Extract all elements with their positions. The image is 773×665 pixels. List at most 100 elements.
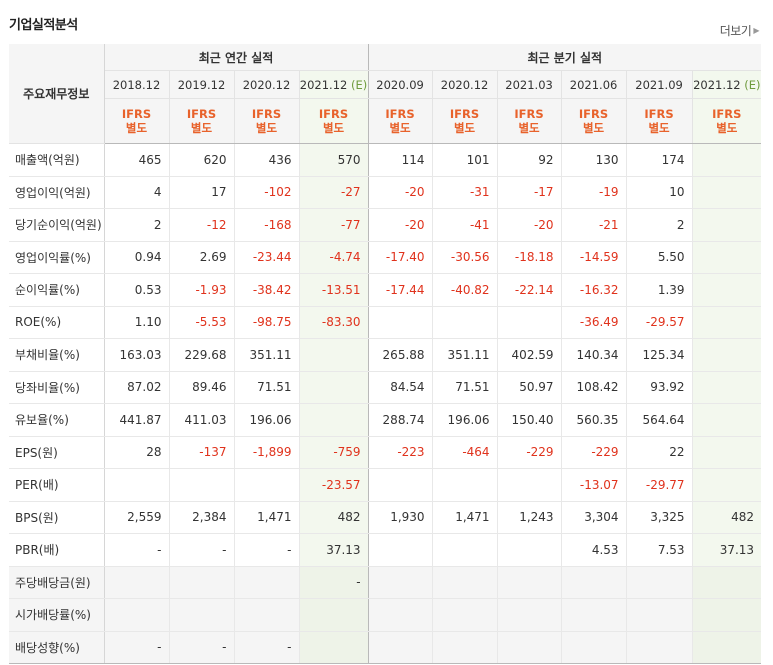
table-cell: 84.54 [367, 371, 433, 404]
table-cell: -14.59 [560, 240, 627, 274]
quarterly-group-header: 최근 분기 실적 [367, 44, 762, 71]
period-header: 2018.12 [103, 70, 169, 99]
table-cell: 5.50 [625, 240, 693, 274]
table-cell: 37.13 [691, 533, 762, 567]
table-row: 유보율(%) 441.87 411.03 196.06 288.74 196.06 150.… [9, 403, 762, 437]
table-cell: 10 [625, 176, 693, 209]
separate-label: 별도 [255, 121, 278, 135]
table-row: PBR(배) - - -37.13 4.53 7.53 37.13 [9, 533, 762, 567]
table-cell [298, 403, 369, 437]
ifrs-label: IFRS [186, 107, 217, 121]
table-cell: -17 [496, 176, 562, 209]
more-link[interactable]: 더보기 ▶ [719, 22, 760, 39]
table-cell [691, 565, 762, 599]
period-label: 2021.06 [569, 77, 618, 92]
table-cell: 0.94 [103, 240, 169, 274]
row-label: EPS(원) [9, 435, 105, 469]
row-label: 유보율(%) [9, 403, 105, 437]
table-cell: 50.97 [496, 371, 562, 404]
table-cell: 265.88 [367, 338, 433, 372]
ifrs-badge: IFRS 별도 [233, 98, 299, 144]
period-header-row: 2018.12 2019.12 2020.12 2021.12 (E) 2020.09 2… [9, 70, 762, 99]
table-cell: 441.87 [103, 403, 169, 437]
period-label: 2021.03 [505, 77, 553, 92]
table-cell: -21 [560, 208, 627, 242]
separate-label: 별도 [389, 121, 411, 135]
table-cell [625, 598, 693, 632]
table-cell: -20 [367, 176, 433, 209]
table-cell: 564.64 [625, 403, 693, 437]
table-cell [431, 598, 498, 632]
table-cell: 1.39 [625, 273, 693, 307]
table-row: 시가배당률(%) [9, 598, 762, 632]
table-cell: -30.56 [431, 240, 498, 274]
table-cell [233, 468, 299, 502]
table-cell: - [103, 533, 169, 567]
table-cell: - [168, 631, 234, 664]
section-title: 기업실적분석 [9, 18, 78, 33]
separate-label: 별도 [582, 121, 605, 135]
table-cell: -41 [431, 208, 498, 242]
period-label: 2020.12 [242, 77, 291, 92]
table-cell: 0.53 [103, 273, 169, 307]
table-cell [103, 598, 169, 632]
table-cell: 101 [431, 143, 498, 177]
table-cell: 465 [103, 143, 169, 177]
table-cell: 163.03 [103, 338, 169, 372]
table-cell: -29.77 [625, 468, 693, 502]
financial-table-body: 매출액(억원) 465 620 436 570 114 101 92 130 174 영업이익(억원… [9, 143, 762, 664]
ifrs-label: IFRS [644, 107, 674, 121]
table-cell: 114 [367, 143, 433, 177]
separate-label: 별도 [190, 121, 213, 135]
table-cell [625, 631, 693, 664]
ifrs-label: IFRS [578, 107, 609, 121]
ifrs-badge: IFRS 별도 [431, 98, 498, 144]
row-label: 영업이익률(%) [9, 240, 105, 274]
separate-label: 별도 [125, 121, 148, 135]
table-cell [496, 598, 562, 632]
table-cell: 92 [496, 143, 562, 177]
table-cell: -17.40 [367, 240, 433, 274]
row-label: 당기순이익(억원) [9, 208, 105, 242]
table-cell: - [233, 631, 299, 664]
table-cell: 22 [625, 435, 693, 469]
table-cell: 71.51 [431, 371, 498, 404]
table-cell: -1.93 [168, 273, 234, 307]
table-cell [691, 143, 762, 177]
label-column-header: 주요재무정보 [9, 44, 105, 144]
table-cell: 140.34 [560, 338, 627, 372]
table-cell [298, 631, 369, 664]
table-cell [367, 533, 433, 567]
panel-header: 기업실적분석 더보기 ▶ [0, 0, 773, 44]
period-header: 2021.03 [496, 70, 562, 99]
table-cell: 2,384 [168, 501, 234, 534]
table-row: 영업이익(억원) 4 17 -102 -27 -20 -31 -17 -19 10 [9, 176, 762, 209]
table-cell: 196.06 [431, 403, 498, 437]
separate-label: 별도 [716, 121, 738, 135]
ifrs-badge: IFRS 별도 [560, 98, 627, 144]
table-cell: 71.51 [233, 371, 299, 404]
table-cell: -40.82 [431, 273, 498, 307]
table-cell: 229.68 [168, 338, 234, 372]
table-cell: 174 [625, 143, 693, 177]
period-header: 2020.12 [233, 70, 299, 99]
separate-label: 별도 [648, 121, 670, 135]
table-cell [691, 338, 762, 372]
table-cell: 87.02 [103, 371, 169, 404]
table-cell: - [233, 533, 299, 567]
period-label: 2021.12 [299, 77, 348, 92]
table-cell [168, 565, 234, 599]
period-header: 2020.09 [367, 70, 433, 99]
table-cell [560, 598, 627, 632]
more-link-label[interactable]: 더보기 [719, 24, 752, 38]
period-label: 2020.12 [440, 77, 489, 92]
ifrs-label: IFRS [385, 107, 415, 121]
table-cell [367, 306, 433, 339]
chevron-right-icon: ▶ [753, 26, 759, 35]
ifrs-badge: IFRS 별도 [168, 98, 234, 144]
period-header: 2021.12 (E) [298, 70, 369, 99]
period-label: 2019.12 [177, 77, 226, 92]
table-cell: -36.49 [560, 306, 627, 339]
table-cell: 3,325 [625, 501, 693, 534]
row-label: 배당성향(%) [9, 631, 105, 664]
